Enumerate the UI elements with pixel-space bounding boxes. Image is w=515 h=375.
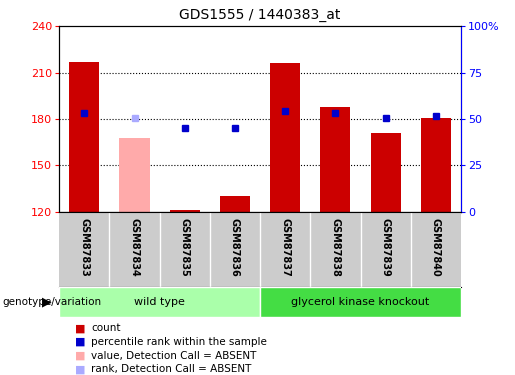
Text: ▶: ▶: [42, 296, 52, 308]
Text: ■: ■: [75, 324, 85, 333]
Bar: [69, 62, 99, 212]
Text: ■: ■: [75, 364, 85, 374]
Bar: [270, 63, 300, 212]
Text: glycerol kinase knockout: glycerol kinase knockout: [291, 297, 430, 307]
Text: percentile rank within the sample: percentile rank within the sample: [91, 337, 267, 347]
Bar: [169, 210, 200, 212]
Bar: [370, 133, 401, 212]
Text: GSM87834: GSM87834: [130, 218, 140, 277]
Text: GSM87838: GSM87838: [331, 218, 340, 277]
Text: ■: ■: [75, 351, 85, 361]
FancyBboxPatch shape: [59, 287, 260, 317]
Bar: [220, 196, 250, 212]
Title: GDS1555 / 1440383_at: GDS1555 / 1440383_at: [179, 9, 341, 22]
Text: value, Detection Call = ABSENT: value, Detection Call = ABSENT: [91, 351, 256, 361]
Text: GSM87833: GSM87833: [79, 218, 89, 277]
Text: genotype/variation: genotype/variation: [3, 297, 101, 307]
Text: wild type: wild type: [134, 297, 185, 307]
Text: GSM87835: GSM87835: [180, 218, 190, 277]
Bar: [421, 117, 451, 212]
Text: GSM87836: GSM87836: [230, 218, 240, 277]
Text: GSM87840: GSM87840: [431, 218, 441, 277]
Bar: [320, 106, 350, 212]
Text: count: count: [91, 324, 121, 333]
Text: GSM87837: GSM87837: [280, 218, 290, 277]
Text: rank, Detection Call = ABSENT: rank, Detection Call = ABSENT: [91, 364, 251, 374]
FancyBboxPatch shape: [260, 287, 461, 317]
Text: GSM87839: GSM87839: [381, 218, 390, 277]
Bar: [119, 138, 149, 212]
Text: ■: ■: [75, 337, 85, 347]
